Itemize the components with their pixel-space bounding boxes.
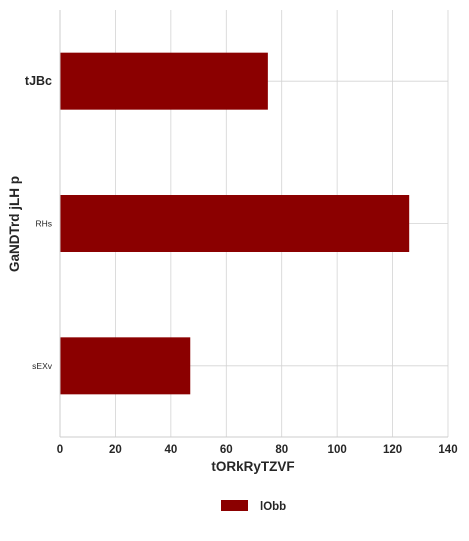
legend-label: lObb [260,501,286,513]
x-tick-label: 100 [328,444,347,456]
x-tick-label: 60 [220,444,233,456]
bar [60,337,191,395]
axes: 0 20 40 60 80 100 120 140 tJBc RHs sEXv [25,10,458,456]
bar [60,52,268,110]
bar [60,195,410,252]
legend-swatch [221,500,248,511]
x-axis-label: tORkRyTZVF [211,459,294,474]
x-tick-label: 80 [275,444,288,456]
x-tick-label: 140 [438,444,457,456]
x-tick-label: 20 [109,444,122,456]
y-tick-label: sEXv [32,361,53,371]
bars [60,52,410,395]
y-axis-label: GaNDTrd jLH p [7,176,22,272]
x-tick-label: 120 [383,444,402,456]
y-tick-label: RHs [35,219,52,229]
x-tick-label: 40 [164,444,177,456]
legend: lObb [221,500,286,513]
y-tick-label: tJBc [25,74,52,88]
x-tick-label: 0 [57,444,63,456]
